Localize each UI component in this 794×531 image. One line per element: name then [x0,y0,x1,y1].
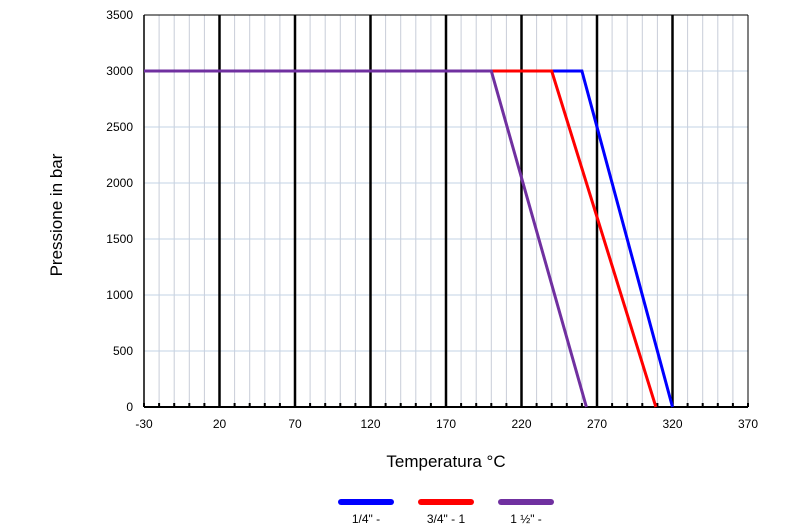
series-line [144,69,588,408]
legend-label: 1 ½" - [510,512,542,526]
y-tick-label: 3500 [106,8,133,22]
y-tick-label: 2500 [106,120,133,134]
y-tick-label: 1000 [106,288,133,302]
x-tick-label: -30 [135,417,153,431]
x-tick-label: 170 [436,417,456,431]
y-tick-label: 500 [113,344,133,358]
y-tick-label: 0 [126,400,133,414]
x-tick-label: 20 [213,417,227,431]
x-tick-label: 220 [511,417,531,431]
x-tick-label: 270 [587,417,607,431]
legend-label: 3/4" - 1 [427,512,466,526]
y-tick-label: 3000 [106,64,133,78]
x-tick-label: 120 [360,417,380,431]
x-tick-label: 70 [288,417,302,431]
y-tick-labels: 0 500 1000 1500 2000 2500 3000 3500 [106,8,133,414]
y-tick-label: 2000 [106,176,133,190]
legend-label: 1/4" - [352,512,380,526]
x-tick-label: 320 [662,417,682,431]
y-tick-label: 1500 [106,232,133,246]
plot-frame [143,14,749,408]
legend: 1/4" - 3/4" - 1 1 ½" - [338,499,554,526]
y-axis-title: Pressione in bar [47,153,66,276]
series-layer [144,69,674,408]
x-tick-label: 370 [738,417,758,431]
x-axis-title: Temperatura °C [386,452,505,471]
x-tick-labels: -30 20 70 120 170 220 270 320 370 [135,417,758,431]
